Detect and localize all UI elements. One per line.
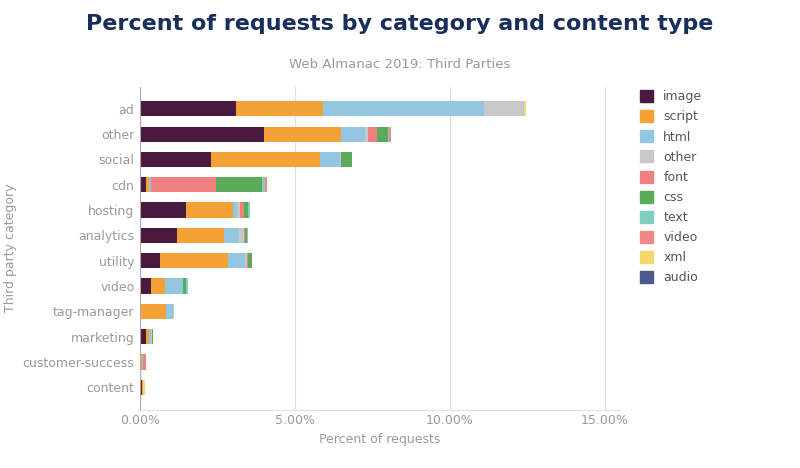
Bar [248, 253, 252, 268]
Bar [142, 354, 143, 370]
Bar [246, 228, 247, 243]
Bar [342, 126, 365, 142]
X-axis label: Percent of requests: Percent of requests [319, 433, 441, 446]
Bar [143, 354, 146, 370]
Bar [146, 329, 150, 344]
Bar [140, 329, 146, 344]
Bar [320, 152, 340, 167]
Bar [150, 329, 151, 344]
Bar [239, 228, 244, 243]
Bar [233, 203, 237, 218]
Bar [211, 152, 320, 167]
Bar [262, 177, 266, 192]
Bar [151, 329, 152, 344]
Bar [246, 253, 247, 268]
Bar [368, 126, 377, 142]
Bar [264, 126, 342, 142]
Bar [166, 304, 173, 319]
Bar [183, 278, 186, 293]
Text: Percent of requests by category and content type: Percent of requests by category and cont… [86, 14, 714, 34]
Bar [365, 126, 368, 142]
Bar [237, 203, 240, 218]
Y-axis label: Third party category: Third party category [4, 184, 17, 312]
Bar [160, 253, 228, 268]
Bar [340, 152, 342, 167]
Bar [244, 228, 246, 243]
Bar [322, 101, 484, 117]
Bar [224, 228, 239, 243]
Bar [140, 152, 211, 167]
Legend: image, script, html, other, font, css, text, video, xml, audio: image, script, html, other, font, css, t… [636, 87, 706, 288]
Bar [248, 203, 250, 218]
Bar [165, 278, 183, 293]
Bar [140, 177, 146, 192]
Bar [140, 278, 151, 293]
Bar [146, 177, 150, 192]
Bar [388, 126, 390, 142]
Bar [524, 101, 526, 117]
Bar [240, 203, 244, 218]
Bar [152, 329, 154, 344]
Bar [216, 177, 262, 192]
Bar [228, 253, 246, 268]
Bar [140, 126, 264, 142]
Bar [140, 354, 142, 370]
Bar [266, 177, 267, 192]
Bar [140, 203, 186, 218]
Bar [142, 380, 143, 395]
Bar [150, 177, 151, 192]
Bar [186, 203, 233, 218]
Bar [143, 380, 145, 395]
Bar [151, 278, 165, 293]
Bar [244, 203, 248, 218]
Text: Web Almanac 2019: Third Parties: Web Almanac 2019: Third Parties [290, 58, 510, 72]
Bar [140, 228, 177, 243]
Bar [186, 278, 188, 293]
Bar [173, 304, 174, 319]
Bar [140, 304, 166, 319]
Bar [140, 380, 142, 395]
Bar [177, 228, 224, 243]
Bar [247, 253, 248, 268]
Bar [390, 126, 391, 142]
Bar [484, 101, 524, 117]
Bar [377, 126, 388, 142]
Bar [247, 228, 248, 243]
Bar [140, 253, 160, 268]
Bar [151, 177, 216, 192]
Bar [140, 101, 236, 117]
Bar [342, 152, 352, 167]
Bar [236, 101, 322, 117]
